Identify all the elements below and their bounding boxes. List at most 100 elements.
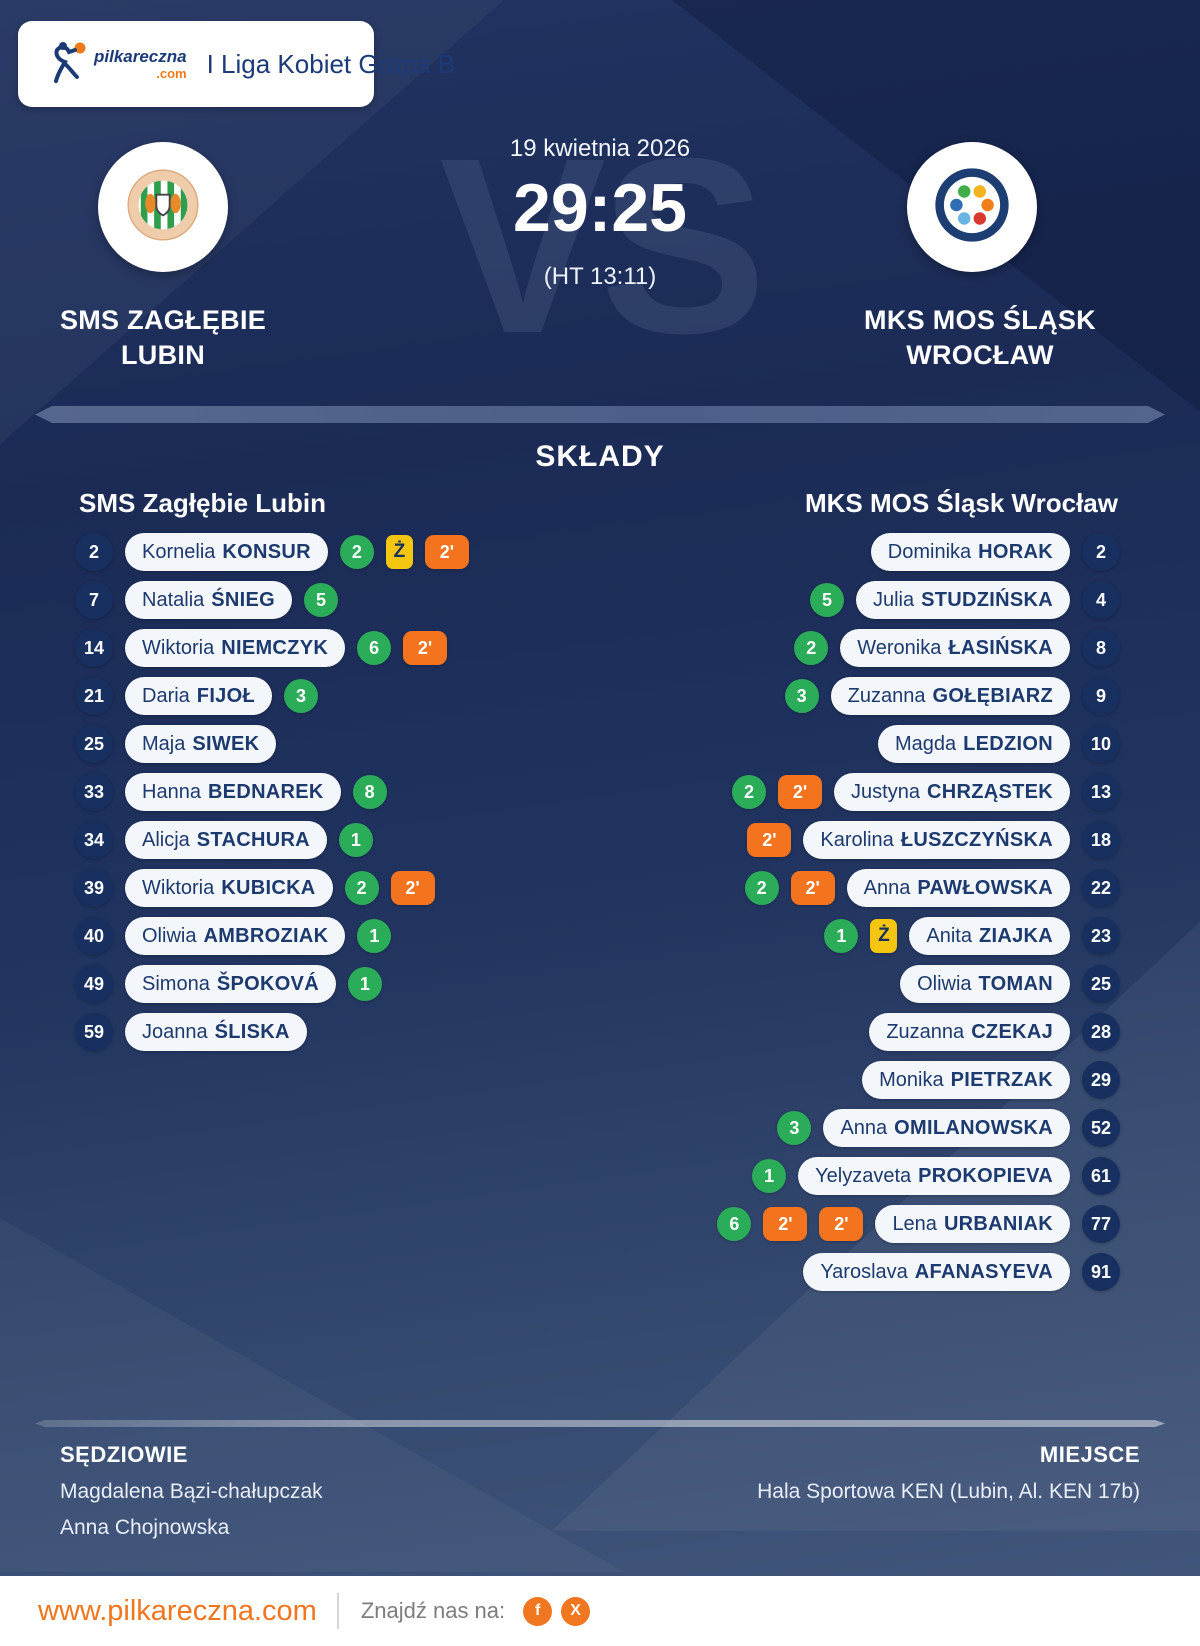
player-name-pill: Natalia ŚNIEG — [125, 581, 293, 619]
player-row: Monika PIETRZAK 29 — [555, 1061, 1120, 1099]
player-last-name: KUBICKA — [221, 876, 316, 899]
website-link[interactable]: www.pilkareczna.com — [38, 1594, 317, 1627]
lineups-title: SKŁADY — [535, 440, 665, 473]
player-number: 8 — [1082, 629, 1120, 667]
player-first-name: Wiktoria — [142, 876, 215, 899]
footer-divider — [336, 1593, 339, 1629]
zaglebie-crest-icon — [126, 168, 200, 247]
player-last-name: CZEKAJ — [971, 1020, 1053, 1043]
player-number: 23 — [1082, 917, 1120, 955]
player-number: 10 — [1082, 725, 1120, 763]
player-first-name: Monika — [879, 1068, 944, 1091]
facebook-icon[interactable]: f — [523, 1596, 553, 1626]
player-name-pill: Kornelia KONSUR — [125, 533, 328, 571]
player-number: 25 — [75, 725, 113, 763]
away-player-list: Dominika HORAK 2 5 Julia STUDZIŃSKA 4 2 Weronika… — [555, 533, 1120, 1291]
player-number: 14 — [75, 629, 113, 667]
player-row: 49 Simona ŠPOKOVÁ 1 — [75, 965, 640, 1003]
player-number: 22 — [1082, 869, 1120, 907]
player-first-name: Justyna — [851, 780, 920, 803]
player-row: Dominika HORAK 2 — [555, 533, 1120, 571]
player-row: Oliwia TOMAN 25 — [555, 965, 1120, 1003]
logo-word: pilkareczna — [94, 47, 187, 66]
player-name-pill: Wiktoria NIEMCZYK — [125, 629, 346, 667]
player-last-name: PIETRZAK — [950, 1068, 1053, 1091]
player-number: 33 — [75, 773, 113, 811]
player-last-name: KONSUR — [222, 540, 311, 563]
player-name-pill: Daria FIJOŁ — [125, 677, 272, 715]
home-roster: SMS Zagłębie Lubin 2 Kornelia KONSUR 2 Ż 2' 7 N… — [75, 488, 640, 1061]
site-logo-text: pilkareczna .com — [94, 48, 187, 80]
away-team-logo — [907, 142, 1037, 272]
player-last-name: ŚNIEG — [211, 588, 276, 611]
player-name-pill: Anna PAWŁOWSKA — [846, 869, 1070, 907]
player-name-pill: Maja SIWEK — [125, 725, 277, 763]
player-number: 18 — [1082, 821, 1120, 859]
yellow-card-badge: Ż — [385, 535, 413, 569]
goals-badge: 1 — [347, 967, 382, 1001]
logo-tld: .com — [156, 66, 187, 81]
player-number: 4 — [1082, 581, 1120, 619]
player-name-pill: Julia STUDZIŃSKA — [855, 581, 1070, 619]
player-name-pill: Wiktoria KUBICKA — [125, 869, 333, 907]
player-number: 49 — [75, 965, 113, 1003]
header-card: pilkareczna .com I Liga Kobiet Grupa B — [18, 21, 455, 107]
player-last-name: PAWŁOWSKA — [917, 876, 1053, 899]
player-row: 33 Hanna BEDNAREK 8 — [75, 773, 640, 811]
player-name-pill: Anita ZIAJKA — [909, 917, 1070, 955]
player-last-name: LEDZION — [963, 732, 1053, 755]
player-number: 52 — [1082, 1109, 1120, 1147]
player-first-name: Dominika — [887, 540, 972, 563]
player-last-name: AMBROZIAK — [203, 924, 329, 947]
player-row: 2 2' Anna PAWŁOWSKA 22 — [555, 869, 1120, 907]
player-first-name: Yelyzaveta — [815, 1164, 912, 1187]
player-first-name: Oliwia — [917, 972, 972, 995]
player-number: 2 — [75, 533, 113, 571]
referees-block: SĘDZIOWIE Magdalena Bązi-chałupczak Anna… — [60, 1442, 323, 1540]
player-first-name: Anita — [926, 924, 972, 947]
player-name-pill: Yelyzaveta PROKOPIEVA — [798, 1157, 1070, 1195]
player-row: 2 Weronika ŁASIŃSKA 8 — [555, 629, 1120, 667]
player-first-name: Natalia — [142, 588, 205, 611]
goals-badge: 6 — [357, 631, 392, 665]
player-first-name: Hanna — [142, 780, 201, 803]
league-title: I Liga Kobiet Grupa B — [206, 48, 456, 79]
player-row: Yaroslava AFANASYEVA 91 — [555, 1253, 1120, 1291]
player-number: 40 — [75, 917, 113, 955]
player-name-pill: Hanna BEDNAREK — [125, 773, 341, 811]
venue-name: Hala Sportowa KEN (Lubin, Al. KEN 17b) — [757, 1480, 1140, 1503]
player-row: 21 Daria FIJOŁ 3 — [75, 677, 640, 715]
player-last-name: ŁASIŃSKA — [948, 636, 1053, 659]
goals-badge: 2 — [344, 871, 379, 905]
player-name-pill: Alicja STACHURA — [125, 821, 327, 859]
player-name-pill: Oliwia AMBROZIAK — [125, 917, 346, 955]
goals-badge: 1 — [357, 919, 392, 953]
player-name-pill: Karolina ŁUSZCZYŃSKA — [803, 821, 1070, 859]
player-number: 7 — [75, 581, 113, 619]
player-name-pill: Monika PIETRZAK — [862, 1061, 1070, 1099]
player-last-name: STACHURA — [196, 828, 310, 851]
goals-badge: 5 — [304, 583, 339, 617]
player-first-name: Yaroslava — [820, 1260, 908, 1283]
goals-badge: 2 — [339, 535, 374, 569]
player-row: 3 Zuzanna GOŁĘBIARZ 9 — [555, 677, 1120, 715]
player-row: 14 Wiktoria NIEMCZYK 6 2' — [75, 629, 640, 667]
player-row: 25 Maja SIWEK — [75, 725, 640, 763]
home-team-logo — [98, 142, 228, 272]
player-number: 29 — [1082, 1061, 1120, 1099]
player-row: 39 Wiktoria KUBICKA 2 2' — [75, 869, 640, 907]
player-number: 34 — [75, 821, 113, 859]
player-number: 13 — [1082, 773, 1120, 811]
x-icon[interactable]: X — [561, 1596, 591, 1626]
away-team-name: MKS MOS ŚLĄSK WROCŁAW — [864, 305, 1096, 371]
player-last-name: URBANIAK — [943, 1212, 1053, 1235]
player-number: 25 — [1082, 965, 1120, 1003]
goals-badge: 6 — [717, 1207, 752, 1241]
player-last-name: GOŁĘBIARZ — [932, 684, 1053, 707]
player-last-name: ŠPOKOVÁ — [216, 972, 319, 995]
player-number: 77 — [1082, 1205, 1120, 1243]
referee-name: Anna Chojnowska — [60, 1516, 230, 1539]
player-row: 6 2' 2' Lena URBANIAK 77 — [555, 1205, 1120, 1243]
player-name-pill: Joanna ŚLISKA — [125, 1013, 307, 1051]
player-row: 1 Ż Anita ZIAJKA 23 — [555, 917, 1120, 955]
